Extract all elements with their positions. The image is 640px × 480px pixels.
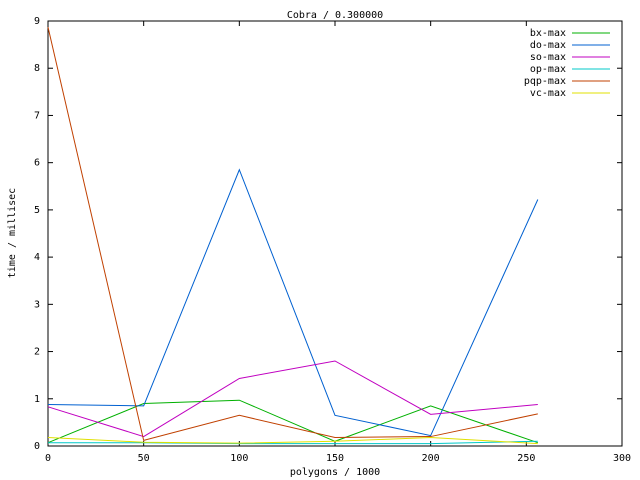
y-axis-label: time / millisec — [7, 188, 18, 278]
x-tick-label: 0 — [45, 453, 51, 464]
y-tick-label: 7 — [34, 110, 40, 121]
series-line — [47, 360, 538, 438]
series-line — [47, 27, 538, 441]
x-tick-label: 300 — [613, 453, 631, 464]
y-tick-label: 0 — [34, 441, 40, 452]
y-tick-label: 9 — [34, 16, 40, 27]
series-line — [47, 399, 538, 444]
y-tick-label: 3 — [34, 299, 40, 310]
series-line — [48, 440, 538, 445]
series-line — [47, 436, 538, 445]
legend-label: op-max — [530, 64, 566, 75]
chart-title: Cobra / 0.300000 — [287, 10, 383, 21]
legend-label: vc-max — [530, 88, 566, 99]
legend-label: pqp-max — [524, 76, 566, 87]
y-tick-label: 2 — [34, 347, 40, 358]
legend-label: so-max — [530, 52, 566, 63]
y-tick-label: 6 — [34, 158, 40, 169]
x-tick-label: 200 — [422, 453, 440, 464]
y-tick-label: 5 — [34, 205, 40, 216]
y-tick-label: 1 — [34, 394, 40, 405]
y-tick-label: 8 — [34, 63, 40, 74]
series-line — [47, 168, 539, 437]
legend-label: bx-max — [530, 28, 566, 39]
y-tick-label: 4 — [34, 252, 40, 263]
x-tick-label: 150 — [326, 453, 344, 464]
x-tick-label: 100 — [230, 453, 248, 464]
x-tick-label: 250 — [517, 453, 535, 464]
x-axis-label: polygons / 1000 — [290, 467, 380, 478]
legend-label: do-max — [530, 40, 566, 51]
x-tick-label: 50 — [138, 453, 150, 464]
